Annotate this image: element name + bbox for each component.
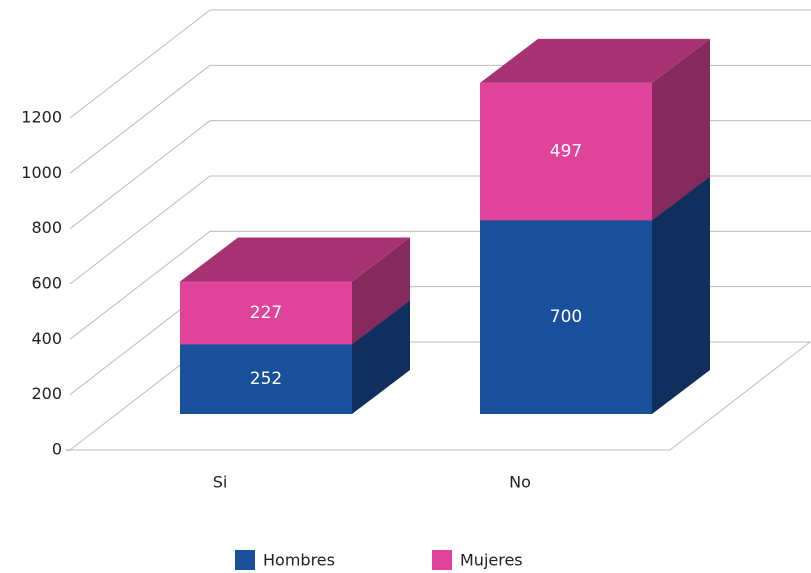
y-tick-label: 200 (31, 384, 62, 403)
floor-line (669, 341, 811, 451)
x-tick-label: Si (213, 473, 228, 492)
bar-front (480, 220, 652, 414)
bar-side (352, 300, 410, 414)
data-label: 252 (250, 369, 282, 389)
data-label: 497 (550, 142, 582, 162)
y-tick-label: 600 (31, 274, 62, 293)
y-tick-label: 0 (52, 440, 62, 459)
bar-front (180, 281, 352, 345)
legend-label: Mujeres (460, 551, 523, 570)
x-tick-label: No (509, 473, 531, 492)
grid-line (69, 175, 211, 285)
bar-side (352, 237, 410, 345)
y-tick-label: 1200 (21, 108, 62, 127)
bar-side (652, 176, 710, 414)
bar-front (480, 82, 652, 221)
data-label: 700 (550, 307, 582, 327)
bar (480, 38, 710, 221)
bar-top (480, 38, 710, 83)
bar-side (652, 38, 710, 221)
data-label: 227 (250, 303, 282, 323)
y-tick-label: 1000 (21, 163, 62, 182)
bar-top (180, 237, 410, 282)
grid-line (69, 9, 211, 119)
y-tick-label: 800 (31, 218, 62, 237)
legend-swatch (235, 550, 255, 570)
legend-swatch (432, 550, 452, 570)
grid-line (69, 64, 211, 174)
legend-label: Hombres (263, 551, 335, 570)
grid-line (69, 230, 211, 340)
y-tick-label: 400 (31, 329, 62, 348)
bar (180, 237, 410, 345)
bar-front (180, 344, 352, 414)
grid-line (69, 120, 211, 230)
